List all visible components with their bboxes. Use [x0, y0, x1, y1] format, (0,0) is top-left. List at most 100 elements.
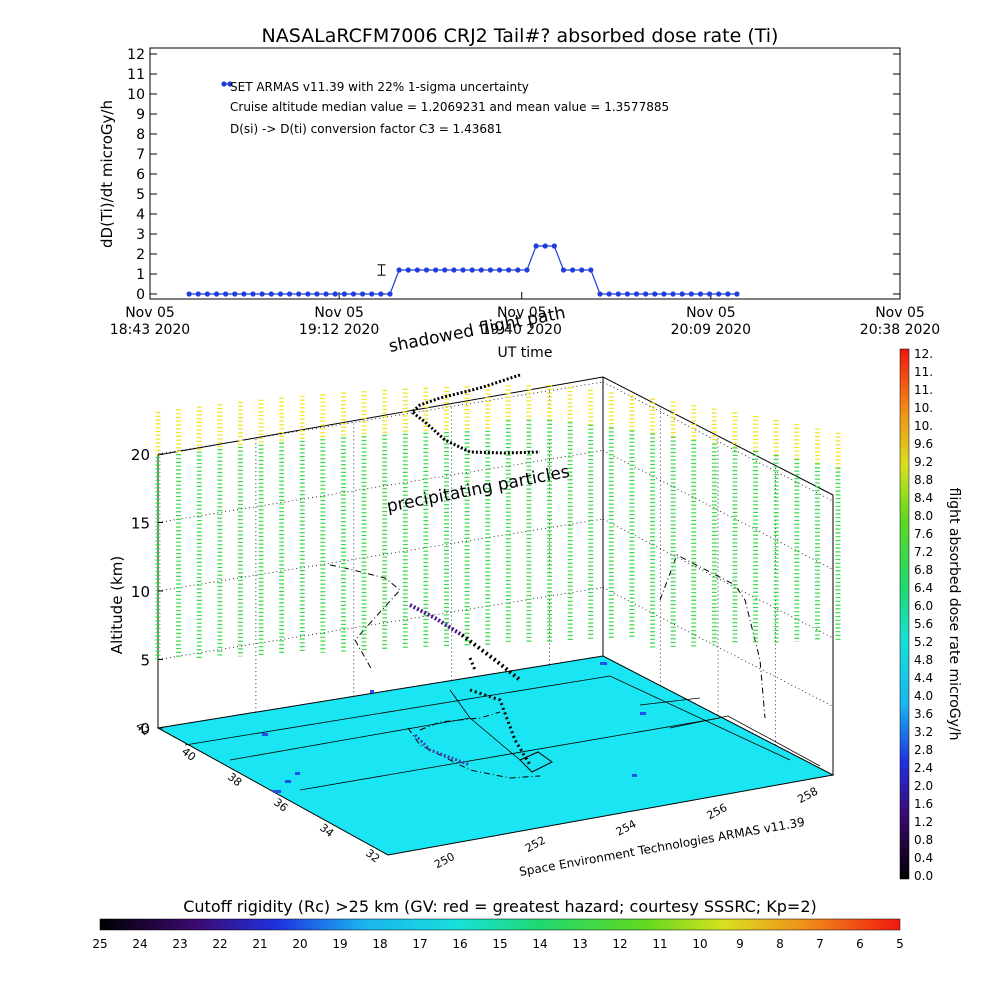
ts-point	[232, 291, 238, 297]
ts-point	[570, 267, 576, 273]
cutoff-rigidity-tick-label: 23	[172, 937, 187, 951]
ts-point	[633, 291, 640, 297]
ts-point	[268, 291, 274, 297]
ts-xtick-label-top: Nov 05	[125, 305, 175, 321]
longitude-tick-label: 254	[614, 817, 639, 838]
dose-rate-tick-label: 3.6	[914, 707, 933, 721]
dose-rate-tick-label: 1.6	[914, 797, 933, 811]
legend-marker	[221, 81, 227, 87]
dose-rate-colorbar: 0.0 0.4 0.8 1.2 1.6 2.0 2.4 2.8 3.2 3.6 4.0 4.4 4.8 5…	[899, 347, 962, 883]
ts-point	[241, 291, 247, 297]
ts-point	[433, 267, 439, 273]
ts-point	[314, 291, 320, 297]
map-boundaries	[184, 675, 821, 791]
ts-point	[579, 267, 585, 273]
ts-ytick-label: 4	[136, 207, 145, 223]
credit-label: Space Environment Technologies ARMAS v11…	[518, 815, 806, 879]
ts-point	[360, 291, 366, 297]
cutoff-rigidity-tick-label: 13	[572, 937, 587, 951]
dose-rate-tick-label: 0.0	[914, 869, 933, 883]
ts-ytick-label: 12	[127, 47, 145, 63]
dose-rate-tick-label: 0.8	[914, 833, 933, 847]
ts-point	[524, 267, 530, 273]
altitude-label: Altitude (km)	[108, 556, 126, 654]
dose-rate-colorbar-fill	[899, 348, 910, 880]
cutoff-rigidity-colorbar-ticks: 25 24 23 22 21 20 19 18 17 16 15 14 13 12 11 10 9 8 7 6 5	[92, 937, 903, 951]
ts-point	[542, 243, 548, 249]
dose-rate-tick-label: 2.4	[914, 761, 933, 775]
dose-rate-tick-label: 0.4	[914, 851, 933, 865]
dose-rate-tick-label: 5.2	[914, 635, 933, 649]
cutoff-rigidity-tick-label: 25	[92, 937, 107, 951]
cutoff-rigidity-tick-label: 17	[412, 937, 427, 951]
ts-point	[414, 267, 420, 273]
ts-xtick-label-top: Nov 05	[497, 305, 547, 321]
ts-point	[369, 291, 375, 297]
cutoff-rigidity-tick-label: 19	[332, 937, 347, 951]
ts-point	[725, 291, 731, 297]
ts-point	[250, 291, 256, 297]
ts-point	[688, 291, 694, 297]
ts-point	[496, 267, 503, 273]
cutoff-rigidity-tick-label: 18	[372, 937, 387, 951]
ts-point	[716, 291, 722, 297]
ts-xtick-label-top: Nov 05	[875, 305, 925, 321]
ground-track	[413, 688, 553, 773]
ts-point	[423, 267, 430, 273]
ts-xtick-label-bottom: 19:40 2020	[482, 322, 562, 338]
ts-ytick-label: 7	[136, 147, 145, 163]
cutoff-rigidity-label: Cutoff rigidity (Rc) >25 km (GV: red = g…	[183, 897, 817, 916]
dose-rate-tick-label: 12.	[914, 347, 933, 361]
cutoff-rigidity-tick-label: 6	[856, 937, 864, 951]
ts-point	[405, 267, 411, 273]
ts-ytick-label: 9	[136, 107, 145, 123]
ts-point	[661, 291, 667, 297]
cutoff-rigidity-tick-label: 10	[692, 937, 707, 951]
ts-point	[487, 267, 494, 273]
ts-point	[478, 267, 484, 273]
chart-title: NASALaRCFM7006 CRJ2 Tail#? absorbed dose…	[262, 25, 779, 47]
ts-point	[697, 291, 704, 297]
dose-rate-tick-label: 4.8	[914, 653, 933, 667]
timeseries-xlabel: UT time	[498, 345, 553, 361]
ts-point	[332, 291, 338, 297]
ts-xtick-label-bottom: 18:43 2020	[110, 322, 190, 338]
cutoff-rigidity-tick-label: 12	[612, 937, 627, 951]
cutoff-rigidity-tick-label: 15	[492, 937, 507, 951]
ts-point	[624, 291, 630, 297]
dose-rate-tick-label: 6.8	[914, 563, 933, 577]
ts-point	[588, 267, 594, 273]
longitude-tick-label: 258	[795, 785, 820, 806]
cutoff-rigidity-tick-label: 7	[816, 937, 824, 951]
cutoff-rigidity-tick-label: 16	[452, 937, 467, 951]
ts-point	[341, 291, 347, 297]
altitude-tick-label: 10	[131, 583, 150, 601]
dose-rate-tick-label: 9.2	[914, 455, 933, 469]
ts-point	[469, 267, 475, 273]
ts-ytick-label: 5	[136, 187, 145, 203]
dose-rate-tick-label: 7.2	[914, 545, 933, 559]
grid-line-back	[157, 587, 604, 660]
ts-point	[305, 291, 311, 297]
dose-rate-colorbar-ticks: 0.0 0.4 0.8 1.2 1.6 2.0 2.4 2.8 3.2 3.6 4.0 4.4 4.8 5…	[914, 347, 933, 883]
cutoff-rigidity-tick-label: 21	[252, 937, 267, 951]
ts-ytick-label: 3	[136, 227, 145, 243]
dose-rate-tick-label: 5.6	[914, 617, 933, 631]
ts-point	[223, 291, 229, 297]
ts-point	[286, 291, 293, 297]
cutoff-rigidity-map	[156, 655, 835, 856]
dose-rate-tick-label: 10.	[914, 419, 933, 433]
dose-rate-colorbar-label: flight absorbed dose rate microGy/h	[946, 488, 962, 741]
ts-point	[706, 291, 713, 297]
dose-rate-tick-label: 2.8	[914, 743, 933, 757]
cutoff-rigidity-tick-label: 11	[652, 937, 667, 951]
ts-point	[259, 291, 265, 297]
dose-rate-tick-label: 2.0	[914, 779, 933, 793]
dose-rate-tick-label: 6.4	[914, 581, 933, 595]
ts-point	[560, 267, 567, 273]
dose-rate-tick-label: 10.	[914, 401, 933, 415]
ts-point	[506, 267, 512, 273]
